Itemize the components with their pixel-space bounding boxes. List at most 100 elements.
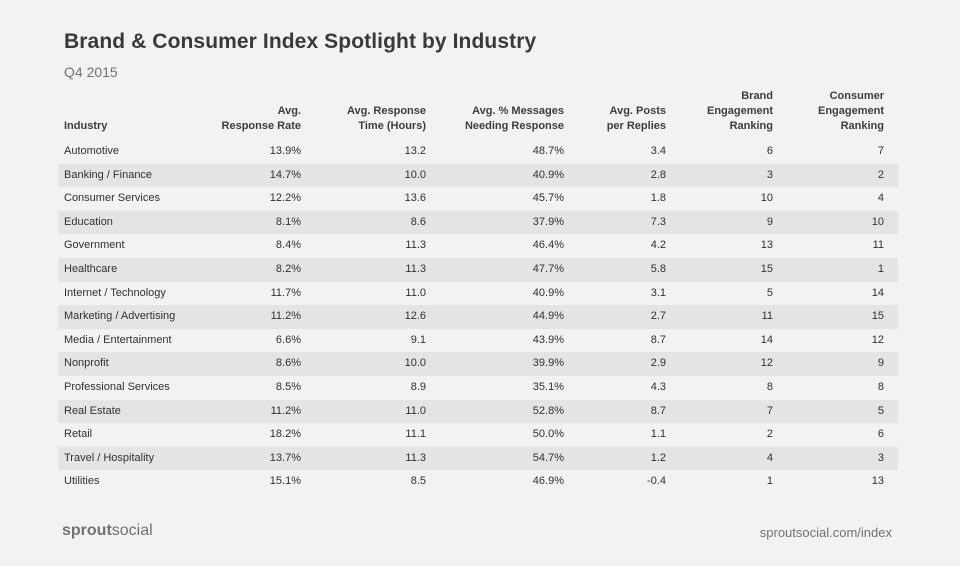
table-row: Retail 18.2% 11.1 50.0% 1.1 2 6: [58, 423, 898, 447]
column-header-4: Avg. % Messages Needing Response: [424, 88, 564, 134]
value-cell: 7.3: [650, 215, 666, 228]
column-header-line: Ranking: [840, 120, 884, 132]
value-cell: 2: [766, 428, 773, 441]
column-header-line: Needing Response: [464, 120, 564, 132]
table-row: Education 8.1% 8.6 37.9% 7.3 9 10: [58, 210, 898, 235]
industry-cell: Banking / Finance: [64, 168, 153, 181]
column-header-line: per Replies: [606, 120, 666, 132]
value-cell: 9: [766, 215, 773, 228]
value-cell: 11.0: [405, 404, 426, 417]
column-header-line: Engagement: [706, 105, 773, 117]
column-header-line: Consumer: [829, 90, 884, 102]
value-cell: 1: [877, 262, 884, 275]
value-cell: 6: [877, 428, 884, 441]
value-cell: 35.1%: [532, 380, 564, 393]
value-cell: 11: [872, 239, 884, 252]
value-cell: 13.9%: [269, 145, 301, 157]
table-row: Government 8.4% 11.3 46.4% 4.2 13 11: [58, 234, 898, 258]
value-cell: 11.3: [405, 451, 426, 464]
value-cell: 44.9%: [532, 310, 564, 323]
table-body: Automotive 13.9% 13.2 48.7% 3.4 6 7 Banking / F…: [58, 140, 898, 494]
value-cell: 9: [877, 357, 884, 370]
page-title: Brand & Consumer Index Spotlight by Indu…: [64, 30, 537, 53]
value-cell: 9.1: [410, 333, 426, 346]
value-cell: 47.7%: [532, 262, 564, 275]
value-cell: 7: [766, 404, 773, 417]
industry-cell: Utilities: [64, 475, 100, 488]
value-cell: 10.0: [404, 168, 426, 181]
value-cell: 8: [766, 380, 773, 393]
value-cell: 2.9: [650, 357, 666, 370]
value-cell: 1.1: [650, 428, 666, 441]
value-cell: 8.4%: [275, 239, 301, 252]
page-subtitle: Q4 2015: [64, 64, 118, 80]
value-cell: 3: [766, 168, 773, 181]
column-header-2: Avg. Response Rate: [191, 88, 301, 134]
column-header-line: Ranking: [729, 120, 773, 132]
value-cell: 43.9%: [532, 333, 564, 346]
value-cell: 14: [760, 333, 773, 346]
value-cell: 52.8%: [532, 404, 564, 417]
industry-cell: Healthcare: [64, 262, 118, 275]
value-cell: 4.2: [650, 239, 666, 252]
industry-cell: Internet / Technology: [64, 286, 166, 299]
value-cell: 11.7%: [270, 286, 301, 299]
value-cell: 39.9%: [532, 357, 564, 370]
table-row: Travel / Hospitality 13.7% 11.3 54.7% 1.2 4 3: [58, 446, 898, 471]
value-cell: 11: [761, 310, 773, 323]
industry-cell: Consumer Services: [64, 192, 160, 205]
value-cell: 8.9: [410, 380, 426, 393]
value-cell: 12.6: [404, 310, 426, 323]
industry-cell: Travel / Hospitality: [64, 451, 155, 464]
column-header-line: Response Rate: [221, 120, 301, 132]
table-row: Consumer Services 12.2% 13.6 45.7% 1.8 10 4: [58, 187, 898, 211]
value-cell: 10: [760, 192, 773, 205]
table-row: Professional Services 8.5% 8.9 35.1% 4.3 8 8: [58, 376, 898, 400]
column-header-line: Brand: [741, 90, 773, 102]
value-cell: 13: [760, 239, 773, 252]
industry-cell: Nonprofit: [64, 357, 109, 370]
value-cell: 12.2%: [269, 192, 301, 205]
table-row: Utilities 15.1% 8.5 46.9% -0.4 1 13: [58, 470, 898, 494]
value-cell: 4: [766, 451, 773, 464]
value-cell: 13: [871, 475, 884, 488]
table-row: Healthcare 8.2% 11.3 47.7% 5.8 15 1: [58, 257, 898, 282]
value-cell: 11.1: [405, 428, 426, 441]
industry-cell: Real Estate: [64, 404, 121, 417]
value-cell: 10.0: [404, 357, 426, 370]
table-row: Automotive 13.9% 13.2 48.7% 3.4 6 7: [58, 140, 898, 164]
column-header-7: Consumer Engagement Ranking: [784, 88, 884, 134]
value-cell: 48.7%: [532, 145, 564, 157]
column-header-line: Avg. % Messages: [472, 105, 564, 117]
value-cell: 15: [871, 310, 884, 323]
value-cell: 5.8: [650, 262, 666, 275]
column-header-5: Avg. Posts per Replies: [566, 88, 666, 134]
column-header-3: Avg. Response Time (Hours): [316, 88, 426, 134]
value-cell: 18.2%: [269, 428, 301, 441]
value-cell: 1: [766, 475, 773, 488]
table-row: Marketing / Advertising 11.2% 12.6 44.9% 2.7…: [58, 305, 898, 329]
value-cell: 12: [760, 357, 773, 370]
value-cell: 8.7: [650, 404, 666, 417]
value-cell: 8.6%: [275, 357, 301, 370]
value-cell: 11.0: [405, 286, 426, 299]
column-header-1: Industry: [64, 88, 214, 134]
value-cell: 6: [766, 145, 773, 157]
footer-url: sproutsocial.com/index: [759, 525, 892, 540]
value-cell: 45.7%: [532, 192, 564, 205]
industry-cell: Education: [64, 215, 113, 228]
value-cell: 46.9%: [532, 475, 564, 488]
column-header-line: Avg. Posts: [609, 105, 666, 117]
value-cell: 37.9%: [532, 215, 564, 228]
value-cell: 14: [871, 286, 884, 299]
value-cell: 5: [877, 404, 884, 417]
value-cell: 11.3: [405, 239, 426, 252]
column-header-line: Avg.: [277, 105, 301, 117]
value-cell: 8.7: [650, 333, 666, 346]
value-cell: 4: [877, 192, 884, 205]
value-cell: 11.3: [405, 262, 426, 275]
value-cell: 13.2: [404, 145, 426, 157]
value-cell: 46.4%: [532, 239, 564, 252]
sprout-social-logo: sproutsocial: [62, 522, 153, 540]
value-cell: 3: [877, 451, 884, 464]
